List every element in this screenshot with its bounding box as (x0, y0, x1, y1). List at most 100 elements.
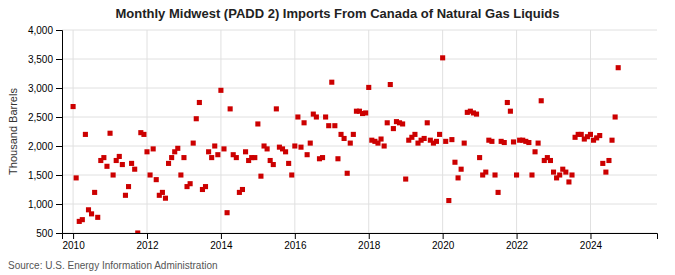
point (505, 100, 510, 105)
title: Monthly Midwest (PADD 2) Imports From Ca… (116, 6, 560, 21)
point (532, 149, 537, 154)
point (425, 120, 430, 125)
point (391, 126, 396, 131)
point (191, 141, 196, 146)
point (314, 114, 319, 119)
point (332, 123, 337, 128)
point (566, 179, 571, 184)
point (144, 149, 149, 154)
x-grid-line (220, 30, 221, 233)
x-tick-label: 2018 (358, 240, 381, 251)
y-grid-line (62, 59, 657, 60)
point (323, 114, 328, 119)
point (255, 121, 260, 126)
y-tick-mark (56, 117, 62, 118)
point (514, 172, 519, 177)
point (258, 174, 263, 179)
point (422, 136, 427, 141)
x-grid-line (294, 30, 295, 233)
point (492, 172, 497, 177)
x-tick: 2022 (506, 233, 529, 251)
y-tick: 1,000 (28, 199, 62, 210)
x-tick: 2012 (136, 233, 159, 251)
point (206, 149, 211, 154)
y-tick-mark (56, 146, 62, 147)
y-tick: 3,000 (28, 83, 62, 94)
point (308, 141, 313, 146)
point (292, 143, 297, 148)
x-tick: 2014 (210, 233, 233, 251)
point (203, 184, 208, 189)
y-tick-label: 2,000 (28, 141, 53, 152)
point (609, 138, 614, 143)
point (403, 177, 408, 182)
y-grid-line (62, 204, 657, 205)
point (283, 149, 288, 154)
point (101, 155, 106, 160)
point (123, 193, 128, 198)
y-tick-label: 1,000 (28, 199, 53, 210)
y-tick-label: 3,000 (28, 83, 53, 94)
point (160, 190, 165, 195)
point (606, 158, 611, 163)
point (188, 181, 193, 186)
x-tick-label: 2010 (62, 240, 85, 251)
point (508, 109, 513, 114)
point (209, 155, 214, 160)
y-tick-label: 1,500 (28, 170, 53, 181)
x-grid-line (516, 30, 517, 233)
point (135, 230, 140, 233)
x-tick: 2018 (358, 233, 381, 251)
point (286, 161, 291, 166)
point (166, 161, 171, 166)
point (588, 132, 593, 137)
point (437, 132, 442, 137)
chart: 201020122014201620182020202220245001,000… (0, 0, 675, 275)
x-tick: 2010 (62, 233, 85, 251)
point (569, 172, 574, 177)
y-tick-label: 4,000 (28, 25, 53, 36)
point (111, 172, 116, 177)
point (178, 172, 183, 177)
y-grid-line (62, 88, 657, 89)
point (320, 155, 325, 160)
x-tick-label: 2014 (210, 240, 233, 251)
point (335, 156, 340, 161)
point (95, 215, 100, 220)
x-grid-line (368, 30, 369, 233)
point (302, 120, 307, 125)
y-axis-title: Thousand Barrels (7, 88, 19, 175)
point (511, 139, 516, 144)
point (163, 196, 168, 201)
point (117, 154, 122, 159)
point (120, 162, 125, 167)
point (129, 161, 134, 166)
y-tick-mark (56, 175, 62, 176)
point (351, 132, 356, 137)
point (151, 146, 156, 151)
y-axis: 5001,0001,5002,0002,5003,0003,5004,000 (28, 25, 63, 239)
x-tick-mark (590, 233, 591, 239)
y-tick-mark (56, 204, 62, 205)
point (329, 80, 334, 85)
point (382, 143, 387, 148)
point (613, 114, 618, 119)
y-tick: 500 (36, 228, 62, 239)
point (298, 145, 303, 150)
point (234, 155, 239, 160)
x-tick-mark (221, 233, 222, 239)
x-tick: 2024 (580, 233, 603, 251)
point (366, 85, 371, 90)
point (449, 137, 454, 142)
y-tick: 1,500 (28, 170, 62, 181)
point (107, 131, 112, 136)
point (126, 184, 131, 189)
point (345, 171, 350, 176)
point (342, 136, 347, 141)
point (385, 120, 390, 125)
point (274, 106, 279, 111)
point (252, 155, 257, 160)
y-axis-line (56, 31, 63, 234)
point (289, 172, 294, 177)
point (502, 140, 507, 145)
